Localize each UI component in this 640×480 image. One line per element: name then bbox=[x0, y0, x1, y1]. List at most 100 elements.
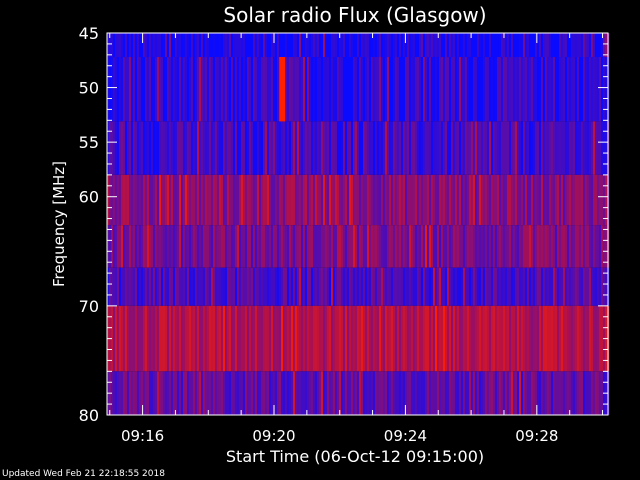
heat-cell bbox=[333, 267, 336, 306]
heat-cell bbox=[567, 57, 570, 122]
heat-cell bbox=[299, 174, 302, 226]
heat-cell bbox=[207, 33, 210, 58]
heat-cell bbox=[391, 371, 394, 415]
y-tick-label: 45 bbox=[79, 24, 99, 43]
heat-cell bbox=[323, 33, 326, 58]
heat-cell bbox=[253, 305, 256, 372]
heat-cell bbox=[605, 225, 608, 268]
heat-cell bbox=[597, 33, 600, 58]
x-tick-label: 09:24 bbox=[384, 427, 427, 445]
heat-cell bbox=[207, 57, 210, 122]
heat-cell bbox=[269, 267, 272, 306]
y-tick-label: 70 bbox=[79, 297, 99, 316]
heat-cell bbox=[399, 174, 402, 226]
heat-cell bbox=[537, 174, 540, 226]
heat-cell bbox=[123, 267, 126, 306]
heat-cell bbox=[265, 305, 268, 372]
heat-cell bbox=[335, 267, 338, 306]
heat-cell bbox=[169, 371, 172, 415]
heat-cell bbox=[593, 33, 596, 58]
heat-cell bbox=[511, 33, 514, 58]
heat-cell bbox=[249, 33, 252, 58]
heat-cell bbox=[379, 305, 382, 372]
heat-cell bbox=[199, 225, 202, 268]
heat-cell bbox=[335, 225, 338, 268]
heat-cell bbox=[161, 121, 164, 175]
heat-cell bbox=[439, 305, 442, 372]
heat-cell bbox=[591, 121, 594, 175]
heat-cell bbox=[185, 225, 188, 268]
heat-cell bbox=[367, 305, 370, 372]
heat-cell bbox=[257, 121, 260, 175]
heat-cell bbox=[337, 305, 340, 372]
heat-cell bbox=[481, 121, 484, 175]
heat-cell bbox=[179, 225, 182, 268]
heat-cell bbox=[253, 33, 256, 58]
heat-cell bbox=[551, 33, 554, 58]
heat-cell bbox=[277, 305, 280, 372]
heat-cell bbox=[197, 33, 200, 58]
heat-cell bbox=[307, 33, 310, 58]
heat-cell bbox=[379, 225, 382, 268]
y-axis-label: Frequency [MHz] bbox=[50, 161, 68, 287]
heat-cell bbox=[155, 57, 158, 122]
heat-cell bbox=[439, 225, 442, 268]
heat-cell bbox=[171, 57, 174, 122]
heat-cell bbox=[323, 371, 326, 415]
heat-cell bbox=[379, 121, 382, 175]
heat-cell bbox=[285, 121, 288, 175]
heat-cell bbox=[387, 305, 390, 372]
heat-cell bbox=[417, 57, 420, 122]
heat-cell bbox=[111, 57, 114, 122]
heat-cell bbox=[275, 33, 278, 58]
heat-cell bbox=[297, 225, 300, 268]
heat-cell bbox=[467, 371, 470, 415]
heat-cell bbox=[529, 225, 532, 268]
heat-cell bbox=[377, 225, 380, 268]
heat-cell bbox=[269, 305, 272, 372]
heat-cell bbox=[451, 121, 454, 175]
heat-cell bbox=[205, 57, 208, 122]
heat-cell bbox=[595, 305, 598, 372]
heat-cell bbox=[129, 267, 132, 306]
heat-cell bbox=[287, 174, 290, 226]
heat-cell bbox=[303, 371, 306, 415]
heat-cell bbox=[151, 57, 154, 122]
heat-cell bbox=[561, 121, 564, 175]
heat-cell bbox=[543, 33, 546, 58]
heat-cell bbox=[417, 305, 420, 372]
heat-cell bbox=[425, 33, 428, 58]
heat-cell bbox=[181, 225, 184, 268]
heat-cell bbox=[453, 33, 456, 58]
heat-cell bbox=[311, 121, 314, 175]
heat-cell bbox=[511, 121, 514, 175]
heat-cell bbox=[277, 225, 280, 268]
heat-cell bbox=[397, 121, 400, 175]
heat-cell bbox=[169, 174, 172, 226]
heat-cell bbox=[497, 121, 500, 175]
heat-cell bbox=[281, 33, 284, 58]
heat-cell bbox=[207, 225, 210, 268]
heat-cell bbox=[109, 121, 112, 175]
heat-cell bbox=[559, 371, 562, 415]
heat-cell bbox=[535, 121, 538, 175]
heat-cell bbox=[573, 174, 576, 226]
heat-cell bbox=[533, 121, 536, 175]
heat-cell bbox=[505, 174, 508, 226]
heat-cell bbox=[419, 121, 422, 175]
heat-cell bbox=[363, 305, 366, 372]
heat-cell bbox=[221, 371, 224, 415]
heat-cell bbox=[515, 305, 518, 372]
heat-cell bbox=[489, 33, 492, 58]
heat-cell bbox=[585, 371, 588, 415]
heat-cell bbox=[129, 174, 132, 226]
heat-cell bbox=[523, 225, 526, 268]
heat-cell bbox=[383, 33, 386, 58]
heat-cell bbox=[253, 121, 256, 175]
heat-cell bbox=[525, 305, 528, 372]
heat-cell bbox=[441, 371, 444, 415]
heat-cell bbox=[351, 267, 354, 306]
heat-cell bbox=[567, 305, 570, 372]
heat-cell bbox=[433, 174, 436, 226]
heat-cell bbox=[379, 267, 382, 306]
